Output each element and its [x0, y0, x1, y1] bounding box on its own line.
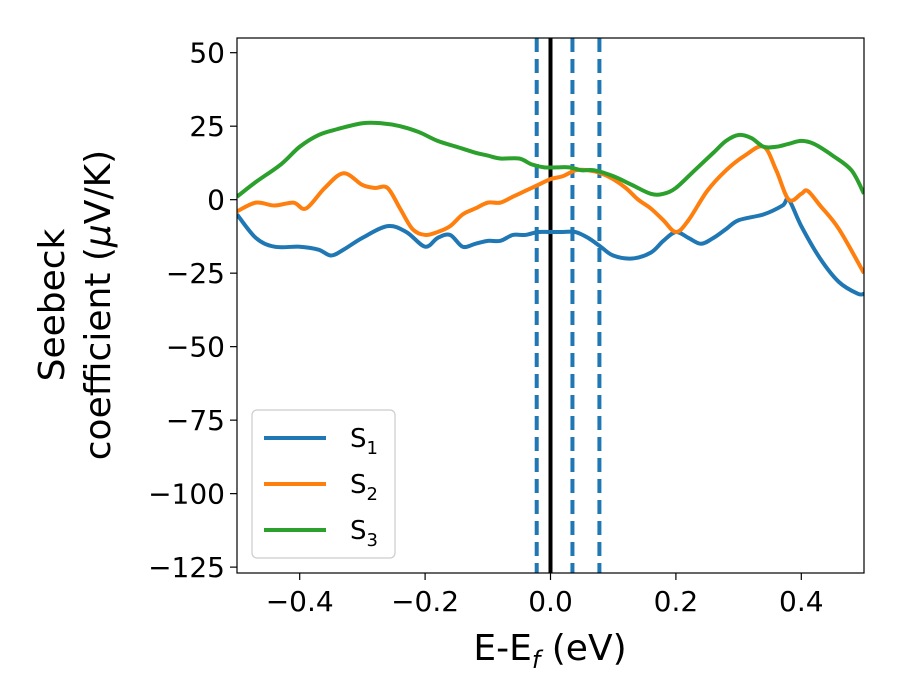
y-tick-label: −25 [166, 257, 225, 290]
legend-label-s2: S2 [350, 470, 378, 505]
legend-label-s1: S1 [350, 424, 378, 459]
series-line-s3 [237, 120, 864, 199]
x-axis-title-main: E-E [473, 628, 531, 669]
y-axis-title-line2: coefficient (μV/K) [78, 150, 119, 460]
series-lines [237, 120, 864, 297]
legend: S1 S2 S3 [251, 409, 396, 559]
y-tick-label: −75 [166, 404, 225, 437]
y-tick-label: 0 [207, 184, 225, 217]
y-tick-label: −100 [148, 478, 225, 511]
series-line-s2 [237, 144, 864, 275]
vertical-reference-lines [534, 38, 602, 573]
y-tick-label: 25 [189, 110, 225, 143]
y-axis-ticks: 50 25 0 −25 −50 −75 −100 −125 [148, 37, 237, 584]
x-tick-label: −0.2 [391, 585, 459, 618]
y-axis-title-line1: Seebeck [32, 228, 73, 381]
series-line-s1 [237, 196, 864, 297]
x-axis-title: E-Ef (eV) [473, 628, 626, 674]
x-tick-label: 0.0 [528, 585, 573, 618]
x-axis-ticks: −0.4 −0.2 0.0 0.2 0.4 [266, 573, 824, 618]
x-axis-title-unit: (eV) [540, 628, 626, 669]
x-tick-label: −0.4 [266, 585, 334, 618]
y-axis-title: Seebeck coefficient (μV/K) [32, 150, 119, 460]
y-axis-title-line2-pre: coefficient ( [78, 247, 119, 460]
x-tick-label: 0.2 [654, 585, 699, 618]
legend-label-s3: S3 [350, 516, 378, 551]
y-tick-label: −50 [166, 331, 225, 364]
y-axis-title-line2-post: V/K) [78, 150, 119, 224]
x-tick-label: 0.4 [779, 585, 824, 618]
y-tick-label: −125 [148, 551, 225, 584]
y-tick-label: 50 [189, 37, 225, 70]
y-axis-title-mu: μ [78, 224, 119, 248]
